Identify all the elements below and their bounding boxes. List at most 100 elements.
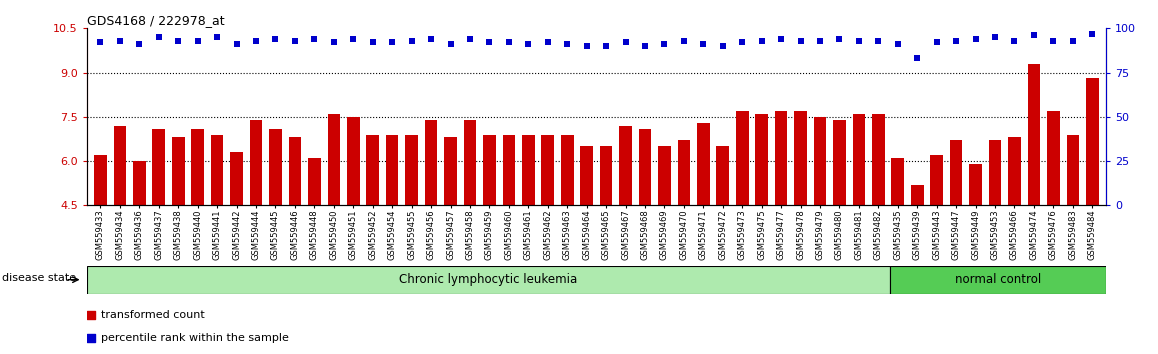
Bar [717, 146, 730, 205]
Point [578, 43, 596, 49]
Bar [1047, 111, 1060, 205]
Point [247, 38, 265, 44]
Point [713, 43, 732, 49]
Point [850, 38, 868, 44]
Bar [989, 141, 1002, 205]
Point [870, 38, 888, 44]
Bar [113, 126, 126, 205]
Bar [425, 120, 438, 205]
Bar [1086, 79, 1099, 205]
Text: Chronic lymphocytic leukemia: Chronic lymphocytic leukemia [400, 273, 578, 286]
Point [130, 41, 148, 47]
Bar [580, 146, 593, 205]
Bar [794, 111, 807, 205]
Bar [463, 120, 476, 205]
Point [461, 36, 479, 42]
Point [169, 38, 188, 44]
Point [947, 38, 966, 44]
Point [82, 335, 101, 341]
Text: GDS4168 / 222978_at: GDS4168 / 222978_at [87, 14, 225, 27]
Bar [269, 129, 281, 205]
Bar [153, 129, 166, 205]
Point [636, 43, 654, 49]
Point [383, 40, 402, 45]
Bar [658, 146, 670, 205]
Bar [211, 135, 223, 205]
Point [655, 41, 674, 47]
Point [616, 40, 635, 45]
Point [1025, 33, 1043, 38]
Point [908, 56, 926, 61]
Bar [405, 135, 418, 205]
Bar [171, 137, 184, 205]
Point [928, 40, 946, 45]
Bar [872, 114, 885, 205]
Point [1083, 31, 1101, 36]
Point [830, 36, 849, 42]
Bar [930, 155, 943, 205]
Bar [892, 158, 904, 205]
Point [227, 41, 245, 47]
Point [1063, 38, 1082, 44]
Point [888, 41, 907, 47]
Point [985, 34, 1004, 40]
Point [305, 36, 323, 42]
Point [519, 41, 537, 47]
Point [344, 36, 362, 42]
Point [733, 40, 752, 45]
Bar [308, 158, 321, 205]
Bar [852, 114, 865, 205]
Point [791, 38, 809, 44]
Point [324, 40, 343, 45]
Point [753, 38, 771, 44]
Bar [542, 135, 554, 205]
Point [772, 36, 791, 42]
Bar [677, 141, 690, 205]
Point [966, 36, 984, 42]
Bar [133, 161, 146, 205]
Bar [503, 135, 515, 205]
Bar [891, 266, 1106, 294]
Bar [328, 114, 340, 205]
Text: percentile rank within the sample: percentile rank within the sample [101, 333, 290, 343]
Bar [600, 146, 613, 205]
Bar [833, 120, 845, 205]
Bar [697, 123, 710, 205]
Bar [288, 137, 301, 205]
Point [558, 41, 577, 47]
Point [675, 38, 694, 44]
Point [1005, 38, 1024, 44]
Bar [386, 135, 398, 205]
Bar [620, 126, 632, 205]
Bar [950, 141, 962, 205]
Bar [1027, 64, 1040, 205]
Point [499, 40, 518, 45]
Bar [366, 135, 379, 205]
Point [266, 36, 285, 42]
Point [481, 40, 499, 45]
Bar [969, 164, 982, 205]
Bar [1067, 135, 1079, 205]
Bar [483, 135, 496, 205]
Bar [911, 185, 924, 205]
Bar [639, 129, 651, 205]
Bar [230, 152, 243, 205]
Point [422, 36, 440, 42]
Point [402, 38, 420, 44]
Point [694, 41, 712, 47]
Point [811, 38, 829, 44]
Point [91, 40, 110, 45]
Bar [735, 111, 748, 205]
Bar [1009, 137, 1021, 205]
Point [286, 38, 305, 44]
Point [82, 312, 101, 318]
Bar [522, 135, 535, 205]
Point [538, 40, 557, 45]
Bar [87, 266, 891, 294]
Point [596, 43, 615, 49]
Bar [94, 155, 107, 205]
Bar [445, 137, 457, 205]
Point [1045, 38, 1063, 44]
Bar [775, 111, 787, 205]
Bar [560, 135, 573, 205]
